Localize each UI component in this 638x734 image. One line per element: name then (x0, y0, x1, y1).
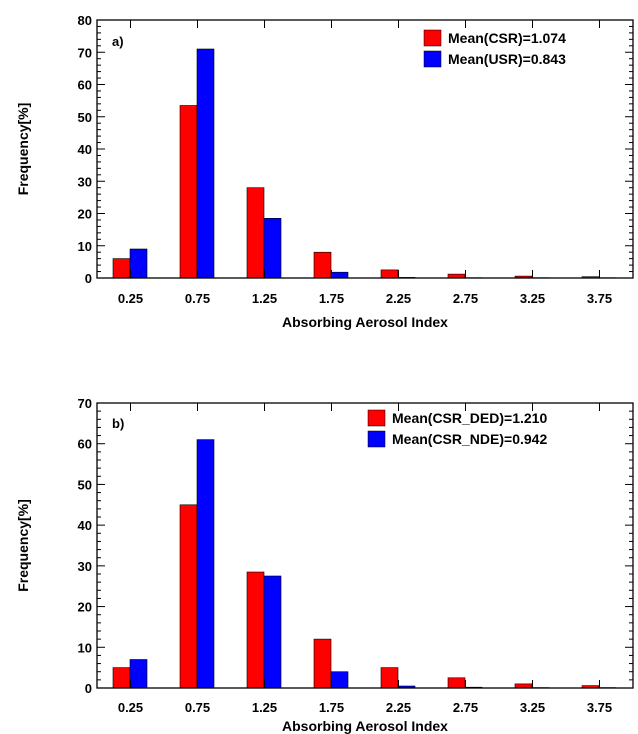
y-tick-label: 50 (78, 110, 92, 125)
panel-label: a) (112, 34, 124, 49)
legend-swatch-s1 (423, 29, 442, 47)
y-tick-label: 50 (78, 477, 92, 492)
bar-s2-1.25 (263, 575, 282, 689)
chart-panel-1: 0 10 20 30 40 50 60 70 80 0.25 0.75 1.25 1.75 2.25 2.7… (15, 13, 634, 330)
legend-label-s2: Mean(CSR_NDE)=0.942 (392, 431, 547, 447)
x-tick-label: 1.25 (252, 291, 277, 306)
y-tick-label: 70 (78, 45, 92, 60)
bar-s1-1.75 (313, 638, 332, 689)
bar-s1-0.25 (112, 258, 131, 279)
x-tick-label: 2.25 (386, 291, 411, 306)
x-tick-label: 1.75 (319, 700, 344, 715)
bar-s1-2.25 (380, 269, 399, 279)
x-tick-label: 1.75 (319, 291, 344, 306)
bar-s2-0.75 (196, 439, 215, 689)
bar-s1-1.75 (313, 251, 332, 279)
legend: Mean(CSR_DED)=1.210 Mean(CSR_NDE)=0.942 (367, 409, 547, 448)
y-tick-label: 30 (78, 174, 92, 189)
chart-panel-2: 0 10 20 30 40 50 60 70 0.25 0.75 1.25 1.75 2.25 2.75 3… (15, 396, 634, 734)
bar-s2-1.25 (263, 218, 282, 279)
x-tick-label: 0.25 (118, 291, 143, 306)
x-tick-label: 3.25 (520, 291, 545, 306)
bar-s2-0.25 (129, 248, 148, 279)
y-tick-label: 40 (78, 142, 92, 157)
bar-s1-0.25 (112, 667, 131, 689)
y-tick-label: 40 (78, 518, 92, 533)
legend-swatch-s1 (367, 409, 386, 427)
panel-label: b) (112, 416, 124, 431)
y-axis-title: Frequency[%] (15, 499, 31, 592)
x-tick-label: 0.75 (185, 700, 210, 715)
bar-s1-1.25 (246, 187, 265, 279)
y-tick-label: 30 (78, 559, 92, 574)
bar-s2-0.25 (129, 659, 148, 689)
bar-s2-1.75 (330, 671, 349, 689)
x-tick-label: 1.25 (252, 700, 277, 715)
legend-label-s1: Mean(CSR_DED)=1.210 (392, 410, 547, 426)
bar-s1-1.25 (246, 571, 265, 689)
legend-label-s1: Mean(CSR)=1.074 (448, 30, 566, 46)
bar-s1-0.75 (179, 105, 198, 279)
x-tick-label: 0.75 (185, 291, 210, 306)
plot-frame (96, 402, 634, 689)
y-tick-label: 80 (78, 13, 92, 28)
legend: Mean(CSR)=1.074 Mean(USR)=0.843 (423, 29, 566, 68)
legend-label-s2: Mean(USR)=0.843 (448, 51, 566, 67)
y-axis-title: Frequency[%] (15, 103, 31, 196)
y-tick-label: 0 (85, 271, 92, 286)
x-tick-label: 2.75 (453, 291, 478, 306)
x-tick-label: 2.75 (453, 700, 478, 715)
x-tick-label: 3.75 (587, 700, 612, 715)
y-tick-label: 10 (78, 640, 92, 655)
x-axis-title: Absorbing Aerosol Index (282, 314, 448, 330)
bar-s1-2.75 (447, 677, 466, 689)
bar-s1-0.75 (179, 504, 198, 689)
y-tick-label: 60 (78, 78, 92, 93)
x-tick-label: 3.75 (587, 291, 612, 306)
y-tick-label: 70 (78, 396, 92, 411)
x-tick-label: 2.25 (386, 700, 411, 715)
legend-swatch-s2 (423, 50, 442, 68)
y-tick-label: 0 (85, 681, 92, 696)
y-tick-label: 10 (78, 239, 92, 254)
y-tick-label: 20 (78, 207, 92, 222)
x-tick-label: 3.25 (520, 700, 545, 715)
bar-s2-1.75 (330, 271, 349, 279)
x-axis-title: Absorbing Aerosol Index (282, 718, 448, 734)
legend-swatch-s2 (367, 430, 386, 448)
x-tick-label: 0.25 (118, 700, 143, 715)
bar-s2-0.75 (196, 48, 215, 279)
bar-s1-2.25 (380, 667, 399, 689)
y-tick-label: 20 (78, 600, 92, 615)
y-tick-label: 60 (78, 437, 92, 452)
